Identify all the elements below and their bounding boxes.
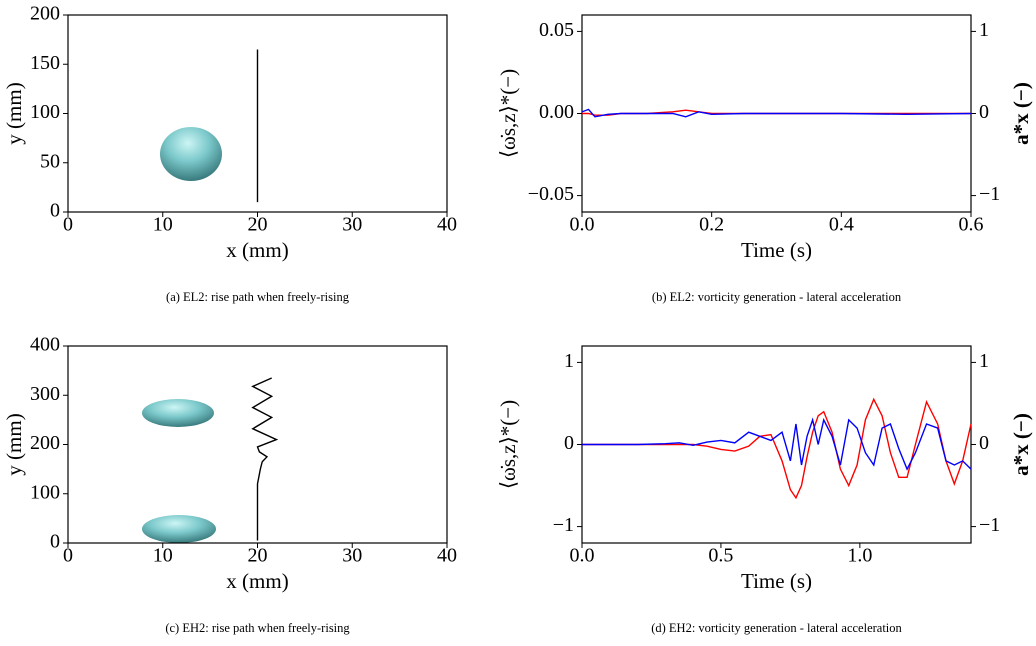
caption: (b) EL2: vorticity generation - lateral … bbox=[652, 290, 902, 304]
x-axis-title: Time (s) bbox=[741, 238, 812, 262]
x-tick-label: 30 bbox=[342, 214, 362, 236]
x-tick-label: 40 bbox=[437, 214, 457, 236]
x-tick-label: 40 bbox=[437, 545, 457, 567]
y-axis-title: y (mm) bbox=[2, 82, 26, 144]
y-tick-label: 100 bbox=[30, 101, 60, 123]
x-tick-label: 10 bbox=[153, 214, 173, 236]
caption: (a) EL2: rise path when freely-rising bbox=[166, 290, 350, 304]
caption: (c) EH2: rise path when freely-rising bbox=[165, 621, 350, 635]
x-tick-label: 0.5 bbox=[708, 545, 733, 567]
x-tick-label: 30 bbox=[342, 545, 362, 567]
data-line bbox=[581, 108, 972, 118]
y-tick-label: −0.05 bbox=[528, 183, 574, 205]
y-tick-label: 0.05 bbox=[539, 19, 574, 41]
y-tick-label: 1 bbox=[564, 350, 574, 372]
y-tick-label: 0 bbox=[50, 200, 60, 222]
bubble bbox=[142, 515, 216, 543]
y2-tick-label: −1 bbox=[979, 514, 1000, 536]
y-tick-label: 300 bbox=[30, 383, 60, 405]
y-axis-title: ⟨ω̇s,z⟩*(−) bbox=[496, 69, 520, 158]
x-tick-label: 0.0 bbox=[570, 545, 595, 567]
y2-tick-label: 0 bbox=[979, 432, 989, 454]
x-tick-label: 0.4 bbox=[829, 214, 854, 236]
x-tick-label: 20 bbox=[248, 214, 268, 236]
y2-tick-label: 1 bbox=[979, 350, 989, 372]
data-line bbox=[582, 397, 972, 500]
x-axis-title: Time (s) bbox=[741, 569, 812, 593]
y2-tick-label: 1 bbox=[979, 19, 989, 41]
y-tick-label: 0.00 bbox=[539, 101, 574, 123]
y-axis-title: y (mm) bbox=[2, 413, 26, 475]
x-axis-title: x (mm) bbox=[226, 238, 288, 262]
bubble bbox=[142, 399, 214, 427]
y-axis-title: ⟨ω̇s,z⟩*(−) bbox=[496, 400, 520, 489]
y-tick-label: 0 bbox=[50, 531, 60, 553]
x-tick-label: 0 bbox=[63, 545, 73, 567]
y-tick-label: −1 bbox=[553, 514, 574, 536]
x-tick-label: 0 bbox=[63, 214, 73, 236]
y-tick-label: 400 bbox=[30, 334, 60, 356]
x-tick-label: 0.0 bbox=[570, 214, 595, 236]
y-tick-label: 50 bbox=[40, 150, 60, 172]
y-tick-label: 200 bbox=[30, 432, 60, 454]
y-tick-label: 100 bbox=[30, 481, 60, 503]
y2-axis-title: a*x (−) bbox=[1009, 82, 1033, 145]
y-tick-label: 150 bbox=[30, 52, 60, 74]
y2-tick-label: −1 bbox=[979, 183, 1000, 205]
x-tick-label: 0.6 bbox=[959, 214, 984, 236]
data-line bbox=[251, 377, 279, 541]
x-tick-label: 1.0 bbox=[847, 545, 872, 567]
x-tick-label: 10 bbox=[153, 545, 173, 567]
x-axis-title: x (mm) bbox=[226, 569, 288, 593]
data-line bbox=[582, 417, 972, 471]
x-tick-label: 0.2 bbox=[699, 214, 724, 236]
x-tick-label: 20 bbox=[248, 545, 268, 567]
caption: (d) EH2: vorticity generation - lateral … bbox=[651, 621, 902, 635]
y2-axis-title: a*x (−) bbox=[1009, 413, 1033, 476]
y2-tick-label: 0 bbox=[979, 101, 989, 123]
y-tick-label: 0 bbox=[564, 432, 574, 454]
bubble bbox=[160, 127, 222, 181]
y-tick-label: 200 bbox=[30, 3, 60, 25]
